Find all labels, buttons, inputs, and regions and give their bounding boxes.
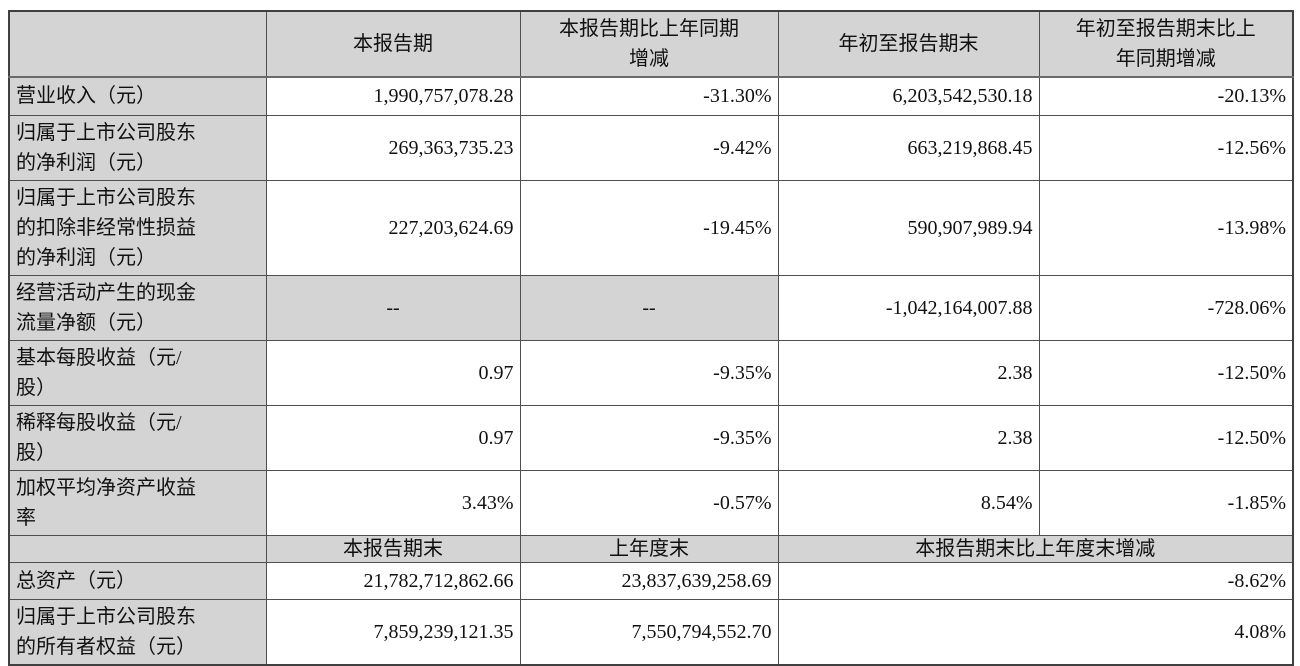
cash-flow-year-to-date: -1,042,164,007.88 [777, 274, 1040, 341]
row-operating-cash-flow: 经营活动产生的现金 流量净额（元） -- -- -1,042,164,007.8… [8, 274, 1294, 341]
col-header-current-period: 本报告期 [265, 10, 521, 78]
equity-prior-year-end: 7,550,794,552.70 [519, 598, 779, 665]
net-profit-year-to-date: 663,219,868.45 [777, 114, 1040, 181]
row-label-net-profit: 归属于上市公司股东 的净利润（元） [8, 114, 267, 181]
total-assets-change: -8.62% [777, 561, 1294, 600]
revenue-year-to-date: 6,203,542,530.18 [777, 76, 1040, 116]
roe-current-period: 3.43% [265, 469, 521, 536]
row-label-diluted-eps: 稀释每股收益（元/ 股） [8, 404, 267, 471]
cash-flow-yoy-change-dash: -- [519, 274, 779, 341]
row-label-operating-revenue: 营业收入（元） [8, 76, 267, 116]
header-row-1: 本报告期 本报告期比上年同期 增减 年初至报告期末 年初至报告期末比上 年同期增… [8, 10, 1294, 78]
row-shareholders-equity: 归属于上市公司股东 的所有者权益（元） 7,859,239,121.35 7,5… [8, 598, 1294, 665]
header2-empty-cell [8, 534, 267, 563]
row-diluted-eps: 稀释每股收益（元/ 股） 0.97 -9.35% 2.38 -12.50% [8, 404, 1294, 471]
row-net-profit: 归属于上市公司股东 的净利润（元） 269,363,735.23 -9.42% … [8, 114, 1294, 181]
basic-eps-year-to-date: 2.38 [777, 339, 1040, 406]
row-non-recurring-net-profit: 归属于上市公司股东 的扣除非经常性损益 的净利润（元） 227,203,624.… [8, 179, 1294, 276]
basic-eps-ytd-yoy-change: -12.50% [1038, 339, 1294, 406]
header-row-2: 本报告期末 上年度末 本报告期末比上年度末增减 [8, 534, 1294, 563]
basic-eps-yoy-change: -9.35% [519, 339, 779, 406]
col-header-year-to-date: 年初至报告期末 [777, 10, 1040, 78]
nonrec-year-to-date: 590,907,989.94 [777, 179, 1040, 276]
roe-ytd-yoy-change: -1.85% [1038, 469, 1294, 536]
nonrec-yoy-change: -19.45% [519, 179, 779, 276]
row-label-shareholders-equity: 归属于上市公司股东 的所有者权益（元） [8, 598, 267, 665]
row-label-operating-cash-flow: 经营活动产生的现金 流量净额（元） [8, 274, 267, 341]
net-profit-ytd-yoy-change: -12.56% [1038, 114, 1294, 181]
total-assets-prior-year-end: 23,837,639,258.69 [519, 561, 779, 600]
diluted-eps-yoy-change: -9.35% [519, 404, 779, 471]
col-header-ytd-yoy-change: 年初至报告期末比上 年同期增减 [1038, 10, 1294, 78]
revenue-ytd-yoy-change: -20.13% [1038, 76, 1294, 116]
revenue-current-period: 1,990,757,078.28 [265, 76, 521, 116]
net-profit-yoy-change: -9.42% [519, 114, 779, 181]
basic-eps-current-period: 0.97 [265, 339, 521, 406]
row-weighted-avg-roe: 加权平均净资产收益 率 3.43% -0.57% 8.54% -1.85% [8, 469, 1294, 536]
equity-period-end: 7,859,239,121.35 [265, 598, 521, 665]
col-header-yoy-change: 本报告期比上年同期 增减 [519, 10, 779, 78]
row-label-basic-eps: 基本每股收益（元/ 股） [8, 339, 267, 406]
diluted-eps-ytd-yoy-change: -12.50% [1038, 404, 1294, 471]
row-operating-revenue: 营业收入（元） 1,990,757,078.28 -31.30% 6,203,5… [8, 76, 1294, 116]
header-empty-cell [8, 10, 267, 78]
row-basic-eps: 基本每股收益（元/ 股） 0.97 -9.35% 2.38 -12.50% [8, 339, 1294, 406]
nonrec-current-period: 227,203,624.69 [265, 179, 521, 276]
cash-flow-current-period-dash: -- [265, 274, 521, 341]
row-label-weighted-avg-roe: 加权平均净资产收益 率 [8, 469, 267, 536]
row-total-assets: 总资产（元） 21,782,712,862.66 23,837,639,258.… [8, 561, 1294, 600]
equity-change: 4.08% [777, 598, 1294, 665]
revenue-yoy-change: -31.30% [519, 76, 779, 116]
row-label-total-assets: 总资产（元） [8, 561, 267, 600]
financial-summary-table: 本报告期 本报告期比上年同期 增减 年初至报告期末 年初至报告期末比上 年同期增… [8, 10, 1294, 666]
total-assets-period-end: 21,782,712,862.66 [265, 561, 521, 600]
diluted-eps-current-period: 0.97 [265, 404, 521, 471]
col-header-period-end: 本报告期末 [265, 534, 521, 563]
roe-yoy-change: -0.57% [519, 469, 779, 536]
roe-year-to-date: 8.54% [777, 469, 1040, 536]
row-label-non-recurring-net-profit: 归属于上市公司股东 的扣除非经常性损益 的净利润（元） [8, 179, 267, 276]
nonrec-ytd-yoy-change: -13.98% [1038, 179, 1294, 276]
cash-flow-ytd-yoy-change: -728.06% [1038, 274, 1294, 341]
net-profit-current-period: 269,363,735.23 [265, 114, 521, 181]
diluted-eps-year-to-date: 2.38 [777, 404, 1040, 471]
col-header-period-end-change: 本报告期末比上年度末增减 [777, 534, 1294, 563]
col-header-prior-year-end: 上年度末 [519, 534, 779, 563]
